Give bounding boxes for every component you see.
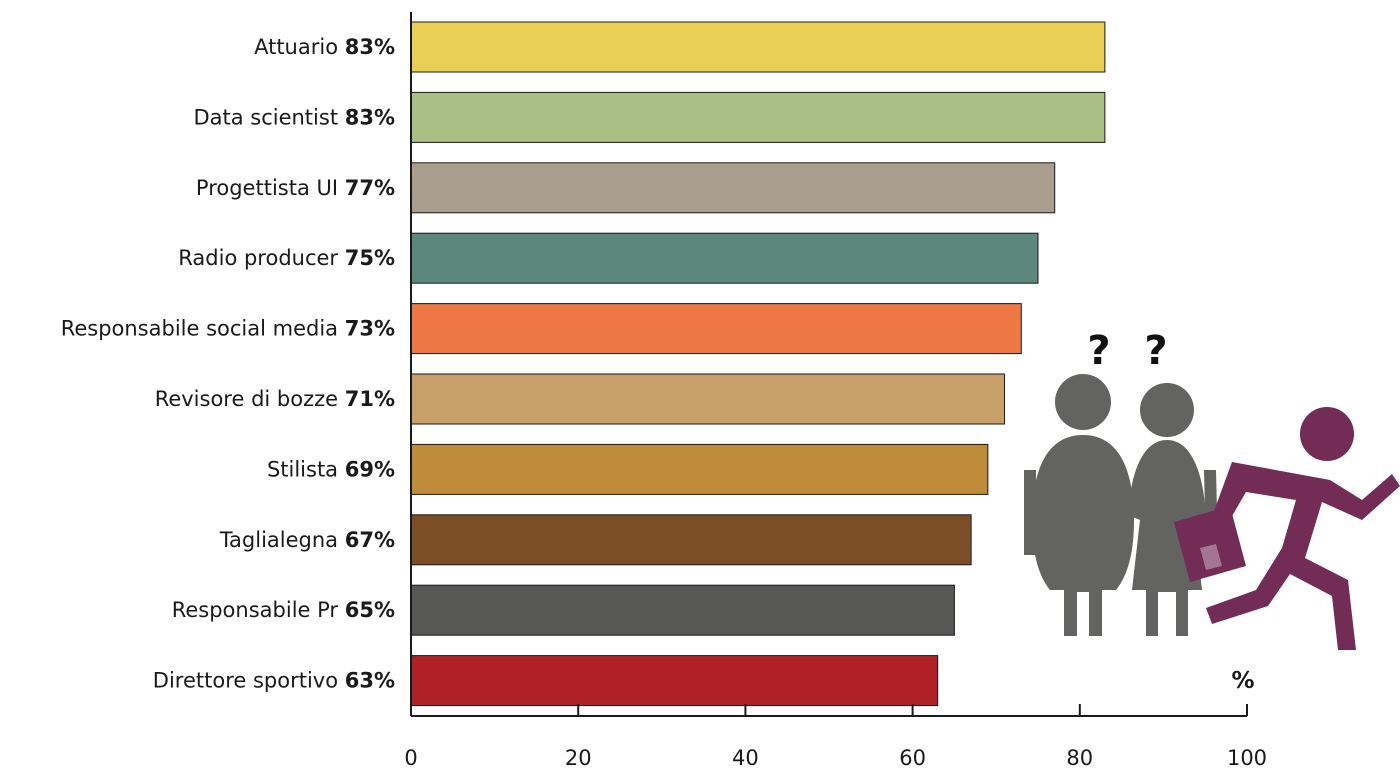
category-value-label: 83% [345,105,395,129]
bar [410,21,1106,73]
category-value-label: 69% [345,457,395,481]
x-tick-label: 20 [565,746,592,768]
x-tick-label: 100 [1227,746,1267,768]
bar [410,303,1022,355]
category-value-label: 63% [345,669,395,693]
confused-man-icon [1024,374,1134,636]
bar [410,443,989,495]
x-axis: 0 20 40 60 80 100 [404,12,1267,768]
question-mark-icon: ? [1087,328,1110,374]
bars-group [410,21,1106,707]
category-label: Attuario 83% [254,35,395,59]
category-label: Stilista 69% [267,457,395,481]
category-name: Responsabile social media [61,317,345,341]
category-value-label: 75% [345,246,395,270]
x-tick-label: 80 [1066,746,1093,768]
bar [410,584,955,636]
category-label: Responsabile social media 73% [61,317,395,341]
category-value-label: 71% [345,387,395,411]
category-label: Direttore sportivo 63% [153,669,395,693]
bar [410,162,1056,214]
category-value-label: 67% [345,528,395,552]
x-unit-label: % [1231,668,1254,694]
category-name: Taglialegna [219,528,345,552]
category-value-label: 77% [345,176,395,200]
category-name: Data scientist [193,105,344,129]
category-value-label: 73% [345,317,395,341]
category-label: Revisore di bozze 71% [155,387,395,411]
category-label: Taglialegna 67% [219,528,395,552]
x-tick-label: 0 [404,746,417,768]
x-tick-label: 60 [899,746,926,768]
bar [410,373,1006,425]
category-label: Progettista UI 77% [196,176,395,200]
illustration: ? ? [1024,328,1400,650]
x-tick-label: 40 [732,746,759,768]
category-name: Progettista UI [196,176,345,200]
bar [410,655,939,707]
category-name: Revisore di bozze [155,387,345,411]
confused-woman-icon [1128,383,1218,636]
category-value-label: 65% [345,598,395,622]
category-name: Attuario [254,35,345,59]
bar [410,91,1106,143]
category-value-label: 83% [345,35,395,59]
category-label: Radio producer 75% [178,246,395,270]
category-labels-group: Attuario 83%Data scientist 83%Progettist… [61,35,395,693]
category-name: Radio producer [178,246,344,270]
category-name: Responsabile Pr [172,598,345,622]
category-name: Stilista [267,457,345,481]
category-label: Data scientist 83% [193,105,395,129]
running-worker-with-briefcase-icon [1174,407,1400,650]
category-name: Direttore sportivo [153,669,345,693]
bar [410,232,1039,284]
question-mark-icon: ? [1144,328,1167,374]
bar [410,514,972,566]
category-label: Responsabile Pr 65% [172,598,395,622]
